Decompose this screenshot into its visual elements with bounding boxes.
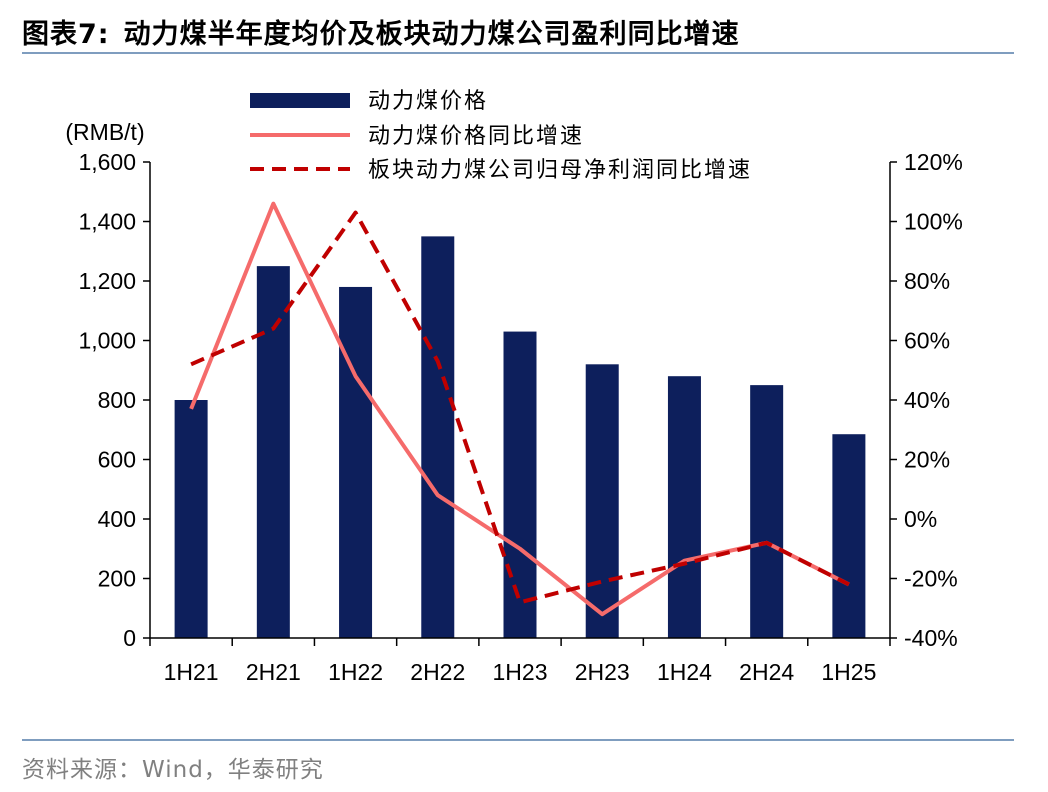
bar-1H22 (339, 286, 373, 638)
left-tick-label: 400 (98, 506, 136, 532)
right-tick-label: 120% (904, 149, 963, 175)
right-tick-label: -20% (904, 566, 958, 592)
x-tick-label: 2H22 (410, 659, 465, 685)
left-tick-label: 800 (98, 387, 136, 413)
left-tick-label: 1,200 (78, 268, 136, 294)
axes: 0 200 400 600 800 1,000 1,200 1,400 1,600 (RMB/t)… (65, 119, 962, 685)
x-tick-label: 1H25 (821, 659, 876, 685)
bar-1H21 (174, 400, 208, 638)
left-tick-label: 1,000 (78, 328, 136, 354)
bar-2H23 (585, 364, 619, 638)
left-tick-label: 0 (123, 625, 136, 651)
legend-label: 动力煤价格 (368, 89, 488, 114)
left-tick-label: 1,400 (78, 209, 136, 235)
profit-yoy-line (190, 210, 850, 605)
figure-title-text: 动力煤半年度均价及板块动力煤公司盈利同比增速 (123, 19, 740, 50)
source-note: 资料来源：Wind，华泰研究 (22, 757, 324, 783)
bar-1H23 (503, 331, 537, 638)
source-rule (22, 739, 1014, 741)
bar-1H24 (667, 376, 701, 638)
right-tick-label: 80% (904, 268, 950, 294)
bar-series (174, 236, 866, 638)
bar-2H24 (750, 385, 784, 638)
line-series (189, 201, 850, 617)
x-tick-label: 1H21 (164, 659, 219, 685)
bar-2H22 (421, 236, 455, 638)
legend-swatch-bar (250, 93, 350, 108)
x-tick-label: 1H23 (493, 659, 548, 685)
right-tick-label: -40% (904, 625, 958, 651)
right-tick-label: 100% (904, 209, 963, 235)
right-tick-label: 20% (904, 447, 950, 473)
bar-1H25 (832, 434, 866, 638)
left-axis-unit: (RMB/t) (65, 119, 144, 145)
x-tick-label: 2H23 (575, 659, 630, 685)
left-tick-label: 600 (98, 447, 136, 473)
legend-label: 板块动力煤公司归母净利润同比增速 (368, 158, 752, 183)
right-tick-label: 60% (904, 328, 950, 354)
x-tick-label: 1H24 (657, 659, 712, 685)
figure-title: 图表7: 动力煤半年度均价及板块动力煤公司盈利同比增速 (22, 12, 740, 51)
x-tick-label: 2H21 (246, 659, 301, 685)
legend-label: 动力煤价格同比增速 (368, 124, 584, 149)
right-tick-label: 0% (904, 506, 937, 532)
title-rule (22, 52, 1014, 54)
x-tick-label: 1H22 (328, 659, 383, 685)
figure-label: 图表7: (22, 19, 110, 50)
left-tick-label: 1,600 (78, 149, 136, 175)
left-tick-label: 200 (98, 566, 136, 592)
bar-2H21 (256, 266, 290, 638)
x-tick-label: 2H24 (739, 659, 794, 685)
right-tick-label: 40% (904, 387, 950, 413)
